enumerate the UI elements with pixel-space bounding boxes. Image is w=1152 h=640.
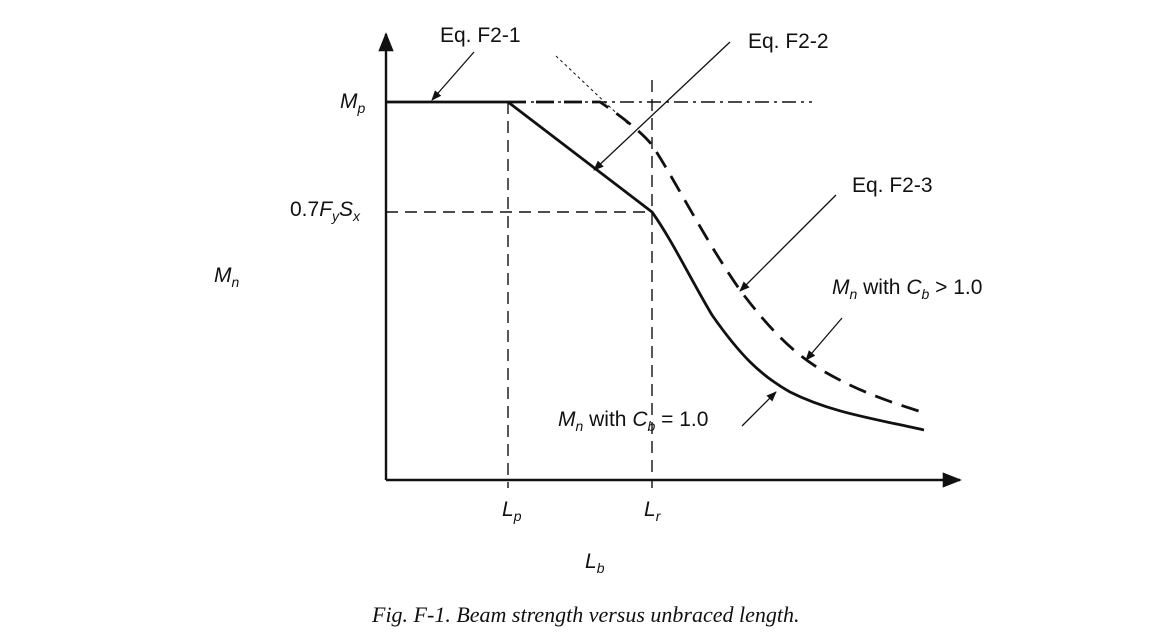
- cb-eq-annotation: Mn with Cb = 1.0: [558, 408, 709, 434]
- cb-1-curve: [386, 100, 925, 432]
- lr-sub: r: [655, 508, 661, 524]
- cb-eq-mid: with: [583, 408, 633, 431]
- mp-main: M: [340, 90, 358, 113]
- y-axis-label-sub: n: [231, 274, 240, 290]
- eq3-leader: [739, 194, 837, 292]
- lp-main: L: [502, 498, 514, 521]
- cb-gt-m-sub: n: [849, 286, 858, 302]
- lr-tick-label: Lr: [644, 498, 661, 524]
- eq1-annotation: Eq. F2-1: [440, 24, 521, 47]
- y-axis-label-main: M: [214, 264, 232, 287]
- cb-eq-leader: [741, 391, 777, 427]
- dotted-guide-line: [555, 55, 629, 125]
- cb-eq-m: M: [558, 408, 576, 431]
- fysx-tick-label: 0.7FySx: [290, 198, 361, 224]
- cb-gt-annotation: Mn with Cb > 1.0: [832, 276, 983, 302]
- mp-sub: p: [357, 100, 366, 116]
- cb-eq-c: C: [632, 408, 648, 431]
- fysx-s: S: [339, 198, 354, 221]
- figure-caption: Fig. F-1. Beam strength versus unbraced …: [372, 602, 800, 627]
- cb-eq-m-sub: n: [575, 418, 584, 434]
- cb-gt-leader: [805, 317, 843, 361]
- lr-main: L: [644, 498, 656, 521]
- eq3-annotation: Eq. F2-3: [852, 174, 933, 197]
- x-axis-label-main: L: [585, 550, 597, 573]
- eq2-leader: [593, 41, 731, 171]
- cb-gt-mid: with: [857, 276, 907, 299]
- lp-tick-label: Lp: [502, 498, 522, 524]
- cb-gt-c-sub: b: [921, 286, 930, 302]
- cb-gt1-curve: [508, 100, 929, 416]
- y-axis-label: Mn: [214, 264, 240, 290]
- fysx-s-sub: x: [353, 208, 361, 224]
- cb-eq-rel: = 1.0: [655, 408, 709, 431]
- eq2-annotation: Eq. F2-2: [748, 30, 829, 53]
- cb-gt-rel: > 1.0: [929, 276, 983, 299]
- eq1-leader: [431, 51, 475, 101]
- x-axis-label: Lb: [585, 550, 605, 576]
- fysx-prefix: 0.7: [290, 198, 320, 221]
- cb-gt-m: M: [832, 276, 850, 299]
- x-axis-label-sub: b: [596, 560, 605, 576]
- cb-gt-c: C: [906, 276, 922, 299]
- fysx-f: F: [319, 198, 333, 221]
- mp-tick-label: Mp: [340, 90, 366, 116]
- fysx-f-sub: y: [332, 208, 340, 224]
- cb-eq-c-sub: b: [647, 418, 656, 434]
- lp-sub: p: [513, 508, 522, 524]
